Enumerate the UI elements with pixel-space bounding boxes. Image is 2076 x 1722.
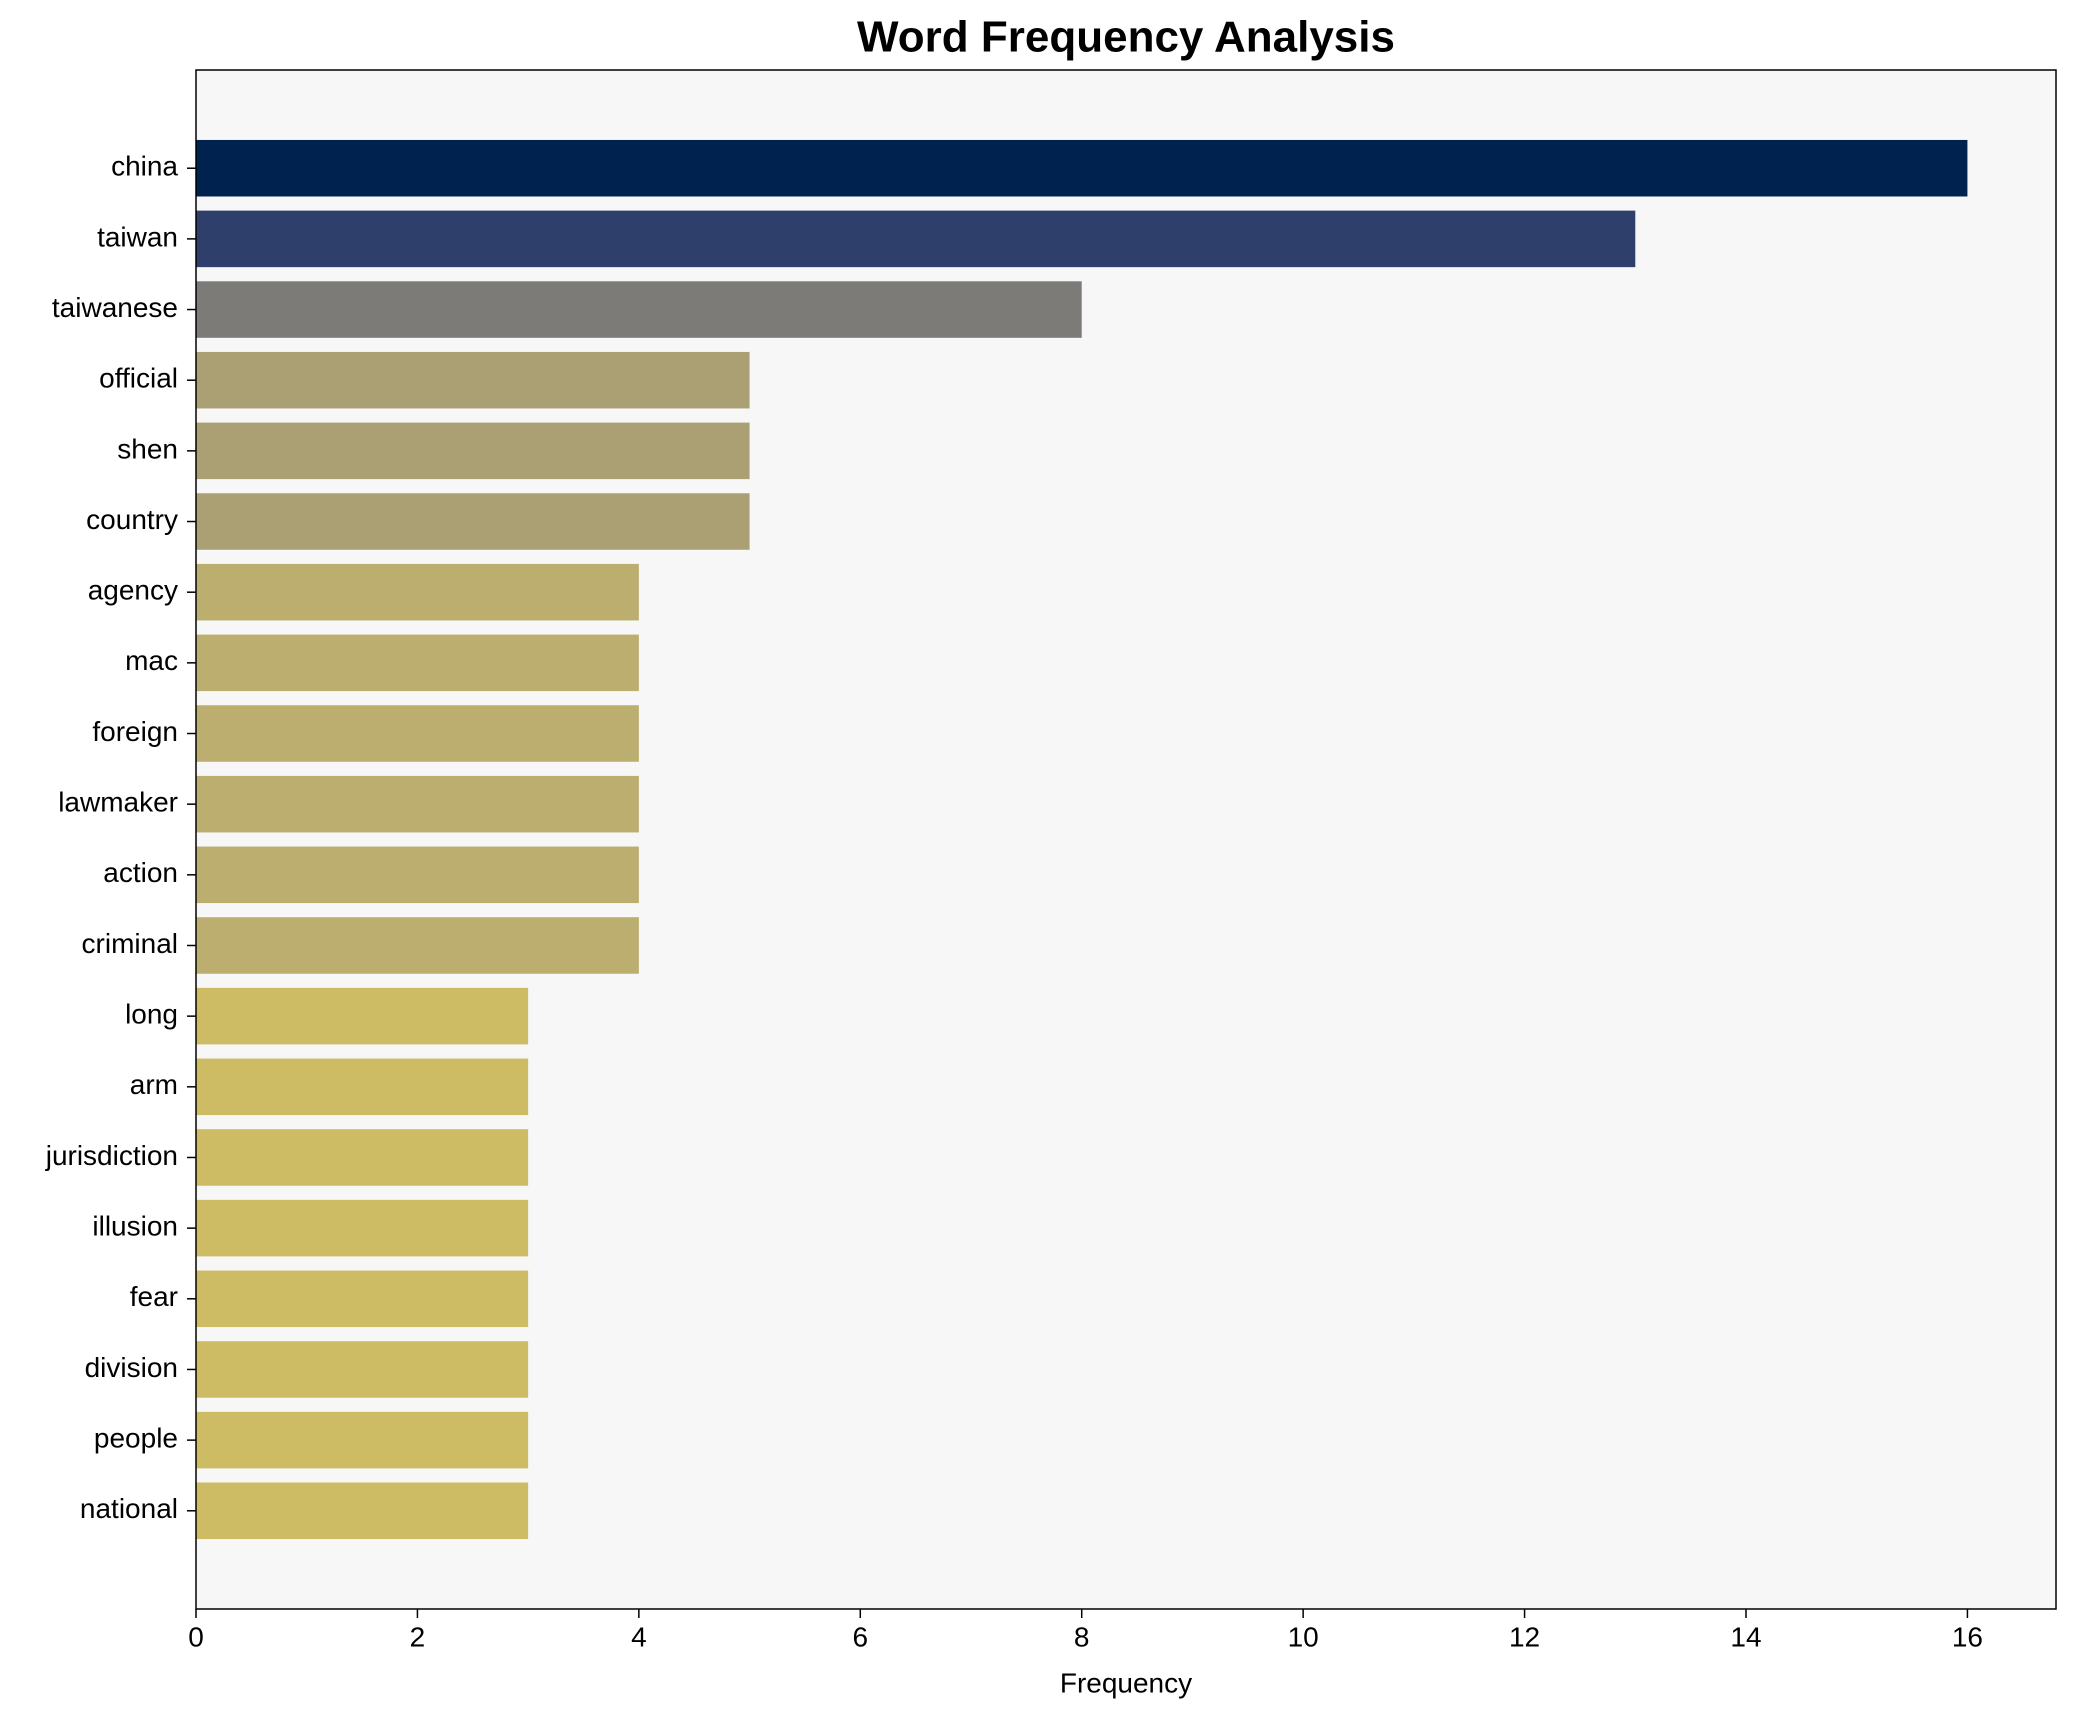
y-tick-label: long [125, 999, 178, 1030]
y-tick-label: official [99, 363, 178, 394]
plot-frame [195, 69, 2057, 1610]
bar [196, 987, 529, 1045]
y-tick-label: foreign [92, 716, 178, 747]
bar [196, 281, 1082, 338]
bar [196, 634, 639, 692]
y-tick-label: action [103, 857, 178, 888]
y-tick-label: taiwanese [52, 292, 178, 323]
y-tick-label: china [111, 151, 178, 182]
y-tick-label: lawmaker [58, 787, 178, 818]
bar [196, 563, 639, 621]
y-tick-label: fear [130, 1281, 178, 1312]
bar [196, 846, 639, 904]
bar [196, 1058, 529, 1116]
y-tick-label: country [86, 504, 178, 535]
y-tick-label: jurisdiction [45, 1140, 178, 1171]
bar [196, 1411, 529, 1469]
bar [196, 351, 750, 409]
bar [196, 1129, 529, 1186]
y-tick-label: division [85, 1352, 178, 1383]
y-tick-label: national [80, 1493, 178, 1524]
x-tick-label: 4 [631, 1621, 647, 1652]
y-tick-label: arm [130, 1069, 178, 1100]
y-tick-label: agency [88, 575, 178, 606]
x-axis-label: Frequency [1060, 1667, 1192, 1698]
x-tick-label: 2 [410, 1621, 426, 1652]
x-tick-label: 10 [1288, 1621, 1319, 1652]
y-tick-label: taiwan [97, 221, 178, 252]
y-tick-label: shen [117, 433, 178, 464]
bar [196, 422, 750, 480]
chart-title: Word Frequency Analysis [857, 13, 1395, 62]
y-tick-label: illusion [92, 1211, 178, 1242]
bar [196, 210, 1636, 268]
y-tick-label: criminal [82, 928, 178, 959]
x-tick-label: 0 [188, 1621, 204, 1652]
x-tick-label: 16 [1952, 1621, 1983, 1652]
bar [196, 493, 750, 550]
bar [196, 139, 1968, 197]
y-tick-label: mac [125, 645, 178, 676]
x-tick-label: 6 [852, 1621, 868, 1652]
y-tick-label: people [94, 1423, 178, 1454]
x-tick-label: 12 [1509, 1621, 1540, 1652]
bar [196, 1341, 529, 1398]
bar [196, 705, 639, 762]
x-tick-label: 14 [1730, 1621, 1761, 1652]
bar [196, 1482, 529, 1540]
x-tick-label: 8 [1074, 1621, 1090, 1652]
bar [196, 775, 639, 833]
bar [196, 1270, 529, 1328]
bar [196, 917, 639, 974]
bar [196, 1199, 529, 1257]
